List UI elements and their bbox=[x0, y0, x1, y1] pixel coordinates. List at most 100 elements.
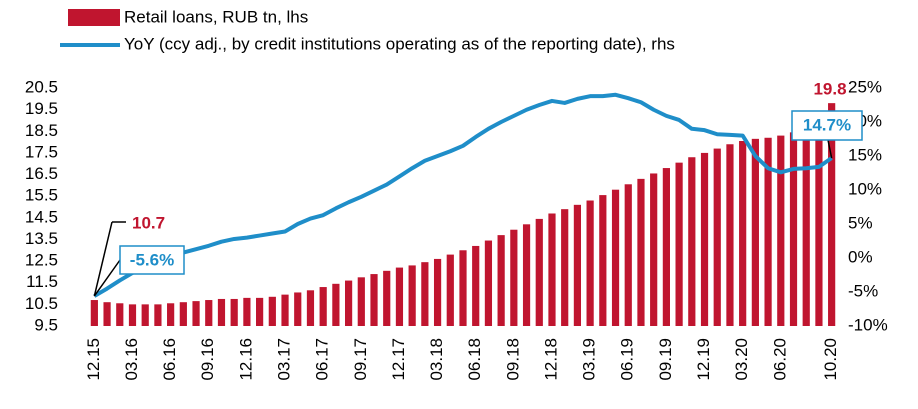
bar bbox=[205, 300, 213, 326]
x-tick-label: 12.16 bbox=[236, 338, 255, 381]
label-box bbox=[119, 245, 185, 275]
bar bbox=[548, 213, 556, 326]
bar bbox=[472, 245, 480, 326]
y-tick-label: 9.5 bbox=[34, 315, 58, 334]
label-box bbox=[791, 110, 863, 141]
y-tick-label: 14.5 bbox=[25, 207, 58, 226]
bar bbox=[357, 277, 365, 326]
bar bbox=[611, 189, 620, 326]
x-tick-label: 09.18 bbox=[503, 338, 522, 381]
y2-tick-label: -10% bbox=[848, 315, 888, 334]
x-tick-label: 06.19 bbox=[618, 338, 637, 381]
bar bbox=[332, 283, 340, 326]
bar bbox=[459, 250, 467, 326]
bar bbox=[294, 292, 302, 326]
leader bbox=[93, 221, 113, 297]
x-tick-label: 06.18 bbox=[465, 338, 484, 381]
bar bbox=[395, 267, 404, 326]
x-tick-label: 09.17 bbox=[351, 338, 370, 381]
leader bbox=[827, 139, 833, 159]
bar bbox=[573, 204, 582, 326]
bar bbox=[433, 258, 442, 326]
x-tick-label: 03.16 bbox=[122, 338, 141, 381]
y2-tick-label: 5% bbox=[848, 213, 873, 232]
leader bbox=[93, 259, 121, 297]
bar bbox=[510, 229, 518, 326]
bar bbox=[344, 280, 353, 326]
bar bbox=[675, 162, 683, 326]
bar bbox=[421, 262, 429, 326]
bar bbox=[281, 294, 289, 326]
data-label: 10.7 bbox=[132, 213, 165, 232]
y-tick-label: 12.5 bbox=[25, 251, 58, 270]
bar bbox=[484, 240, 493, 326]
bar bbox=[128, 304, 137, 326]
bar bbox=[383, 270, 391, 326]
bar bbox=[370, 274, 378, 326]
bar bbox=[306, 290, 315, 326]
bar bbox=[116, 303, 124, 326]
bar bbox=[662, 168, 670, 326]
x-tick-label: 06.17 bbox=[313, 338, 332, 381]
line bbox=[93, 92, 833, 298]
bar bbox=[243, 297, 251, 326]
y2-tick-label: 10% bbox=[848, 179, 882, 198]
y-tick-label: 18.5 bbox=[25, 121, 58, 140]
x-tick-label: 12.19 bbox=[694, 338, 713, 381]
bar bbox=[268, 296, 276, 326]
y-tick-label: 13.5 bbox=[25, 229, 58, 248]
x-tick-label: 06.16 bbox=[160, 338, 179, 381]
bar bbox=[522, 224, 531, 326]
bar bbox=[777, 135, 785, 326]
bar bbox=[624, 184, 632, 326]
y2-tick-label: -5% bbox=[848, 281, 878, 300]
y-tick-label: 20.5 bbox=[25, 77, 58, 96]
bar bbox=[650, 173, 658, 326]
bar bbox=[319, 287, 327, 326]
legend-label: Retail loans, RUB tn, lhs bbox=[124, 7, 308, 26]
bar bbox=[446, 254, 454, 326]
bar bbox=[637, 178, 645, 326]
data-label: 14.7% bbox=[803, 115, 851, 134]
bar bbox=[586, 200, 594, 326]
bar bbox=[497, 235, 505, 326]
bar bbox=[789, 132, 798, 326]
x-tick-label: 03.17 bbox=[275, 338, 294, 381]
y2-tick-label: 25% bbox=[848, 77, 882, 96]
y-tick-label: 15.5 bbox=[25, 186, 58, 205]
data-label: 19.8 bbox=[813, 79, 846, 98]
y2-tick-label: 0% bbox=[848, 247, 873, 266]
x-tick-label: 09.16 bbox=[198, 338, 217, 381]
x-tick-label: 12.15 bbox=[84, 338, 103, 381]
bar bbox=[90, 300, 98, 326]
x-tick-label: 10.20 bbox=[821, 338, 840, 381]
y-tick-label: 16.5 bbox=[25, 164, 58, 183]
bar bbox=[700, 152, 709, 326]
bar bbox=[561, 209, 569, 326]
bar bbox=[103, 302, 111, 326]
x-tick-label: 03.18 bbox=[427, 338, 446, 381]
x-tick-label: 06.20 bbox=[770, 338, 789, 381]
bar bbox=[815, 120, 823, 326]
bar bbox=[141, 304, 149, 326]
y-tick-label: 17.5 bbox=[25, 142, 58, 161]
y-tick-label: 19.5 bbox=[25, 99, 58, 118]
data-label: -5.6% bbox=[130, 250, 174, 269]
bar bbox=[751, 138, 759, 326]
bar bbox=[802, 126, 810, 326]
bar bbox=[256, 297, 264, 326]
x-tick-label: 03.20 bbox=[732, 338, 751, 381]
legend-label: YoY (ccy adj., by credit institutions op… bbox=[124, 34, 675, 53]
bar bbox=[217, 298, 226, 326]
bar bbox=[192, 301, 200, 326]
x-tick-label: 03.19 bbox=[580, 338, 599, 381]
bar bbox=[764, 137, 772, 326]
x-tick-label: 12.18 bbox=[541, 338, 560, 381]
bar bbox=[739, 141, 747, 326]
bar bbox=[599, 195, 607, 326]
bar bbox=[535, 218, 543, 326]
bar bbox=[179, 302, 187, 326]
bar bbox=[726, 144, 734, 326]
bar bbox=[230, 298, 238, 326]
